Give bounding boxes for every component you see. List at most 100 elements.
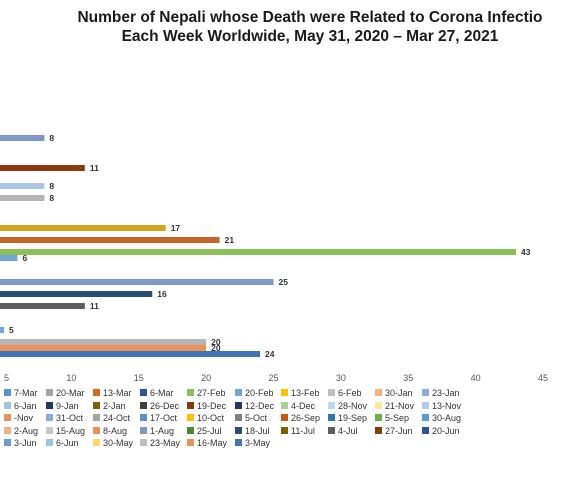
- bar-10: [0, 303, 85, 309]
- legend-swatch: [235, 414, 242, 421]
- legend-label: -Nov: [14, 413, 34, 423]
- legend-swatch: [328, 426, 335, 434]
- bar-14: [0, 351, 261, 357]
- legend-item-6: 13-Feb: [281, 387, 320, 399]
- legend-swatch: [328, 401, 335, 409]
- bar-value-label-14: 24: [265, 349, 275, 359]
- bar-value-label-12: 20: [211, 337, 221, 347]
- legend-item-29: 30-Aug: [422, 412, 461, 424]
- bar-4: [0, 225, 166, 231]
- legend-item-38: 27-Jun: [375, 425, 413, 437]
- bar-5: [0, 237, 220, 243]
- legend-swatch: [93, 401, 100, 409]
- legend-swatch: [422, 414, 429, 421]
- bar-9: [0, 291, 153, 297]
- legend-item-35: 18-Jul: [235, 425, 270, 437]
- legend-item-8: 30-Jan: [375, 387, 413, 399]
- legend-swatch: [422, 426, 429, 434]
- legend-swatch: [281, 414, 288, 421]
- legend-swatch: [140, 414, 147, 421]
- legend-item-1: 20-Mar: [46, 387, 85, 399]
- legend-label: 6-Mar: [150, 388, 174, 398]
- bar-value-label-6: 43: [521, 247, 531, 257]
- legend-item-22: 24-Oct: [93, 412, 130, 424]
- legend-swatch: [187, 426, 194, 434]
- legend-label: 28-Nov: [338, 400, 368, 411]
- legend-item-13: 26-Dec: [140, 400, 179, 412]
- x-tick-label-6: 35: [403, 373, 413, 383]
- legend-item-21: 31-Oct: [46, 412, 83, 424]
- legend-label: 4-Jul: [338, 425, 358, 436]
- legend-item-17: 28-Nov: [328, 400, 367, 412]
- legend-swatch: [235, 401, 242, 409]
- legend-label: 20-Feb: [245, 388, 274, 398]
- bar-value-label-0: 8: [49, 133, 54, 143]
- legend-swatch: [4, 439, 11, 446]
- legend-item-14: 19-Dec: [187, 400, 226, 412]
- bar-value-label-3: 8: [49, 193, 54, 203]
- legend-swatch: [375, 401, 382, 409]
- legend-item-36: 11-Jul: [281, 425, 315, 437]
- bar-6: [0, 249, 517, 255]
- legend-label: 16-May: [197, 438, 228, 448]
- bar-3: [0, 195, 45, 201]
- bar-13: [0, 345, 207, 351]
- legend-swatch: [235, 426, 242, 434]
- legend-label: 12-Dec: [245, 400, 275, 411]
- legend-item-3: 6-Mar: [140, 387, 174, 399]
- x-tick-label-1: 10: [66, 373, 76, 383]
- legend-label: 30-Aug: [432, 413, 462, 423]
- legend-label: 30-May: [103, 438, 134, 448]
- bar-7: [0, 255, 18, 261]
- legend-item-9: 23-Jan: [422, 387, 460, 399]
- legend-swatch: [422, 401, 429, 409]
- legend-label: 5-Sep: [385, 413, 410, 423]
- legend-swatch: [93, 426, 100, 434]
- legend-label: 10-Oct: [197, 413, 225, 423]
- legend-label: 2-Aug: [14, 425, 39, 436]
- legend-swatch: [46, 389, 53, 396]
- legend-item-18: 21-Nov: [375, 400, 414, 412]
- legend-label: 18-Jul: [245, 425, 270, 436]
- legend-swatch: [281, 401, 288, 409]
- x-tick-label-7: 40: [471, 373, 481, 383]
- bar-2: [0, 183, 45, 189]
- legend-label: 11-Jul: [291, 425, 315, 436]
- legend-label: 3-May: [245, 438, 271, 448]
- legend-label: 27-Jun: [385, 425, 413, 436]
- legend-item-42: 30-May: [93, 437, 133, 449]
- bar-value-label-9: 16: [157, 289, 167, 299]
- legend-item-44: 16-May: [187, 437, 227, 449]
- legend-item-15: 12-Dec: [235, 400, 274, 412]
- legend-swatch: [187, 414, 194, 421]
- legend-swatch: [235, 389, 242, 396]
- legend-item-32: 8-Aug: [93, 425, 127, 437]
- legend-swatch: [93, 389, 100, 396]
- legend-swatch: [187, 401, 194, 409]
- legend-item-25: 5-Oct: [235, 412, 267, 424]
- bar-value-label-11: 5: [9, 325, 14, 335]
- legend-label: 20-Jun: [432, 425, 460, 436]
- legend-swatch: [93, 414, 100, 421]
- legend-swatch: [281, 389, 288, 396]
- legend-label: 15-Aug: [56, 425, 86, 436]
- legend-label: 24-Oct: [103, 413, 131, 423]
- legend-label: 2-Jan: [103, 400, 126, 411]
- legend-swatch: [375, 414, 382, 421]
- legend-swatch: [46, 401, 53, 409]
- legend-item-10: 6-Jan: [4, 400, 37, 412]
- legend-item-31: 15-Aug: [46, 425, 85, 437]
- bar-value-label-10: 11: [90, 301, 99, 311]
- bar-1: [0, 165, 85, 171]
- legend-swatch: [328, 389, 335, 396]
- legend-label: 1-Aug: [150, 425, 175, 436]
- legend-label: 27-Feb: [197, 388, 226, 398]
- legend-label: 19-Dec: [197, 400, 227, 411]
- chart-title-line-1: Number of Nepali whose Death were Relate…: [77, 9, 543, 26]
- x-tick-label-4: 25: [268, 373, 278, 383]
- bar-value-label-5: 21: [225, 235, 235, 245]
- bar-value-label-1: 11: [90, 163, 99, 173]
- x-tick-label-3: 20: [201, 373, 211, 383]
- legend-label: 21-Nov: [385, 400, 415, 411]
- legend-item-16: 4-Dec: [281, 400, 315, 412]
